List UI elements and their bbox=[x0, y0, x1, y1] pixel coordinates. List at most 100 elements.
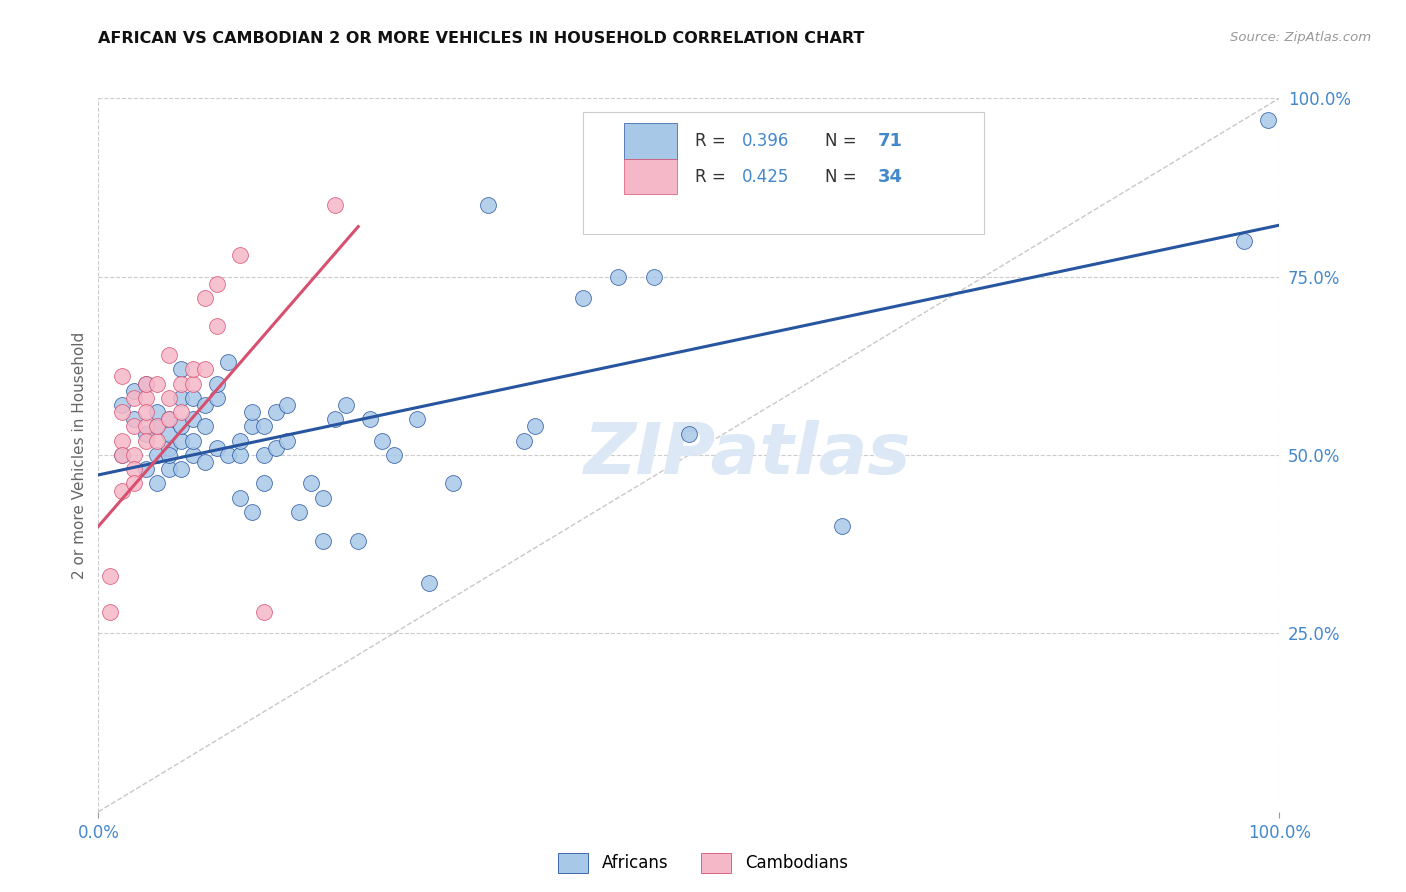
Point bbox=[240, 419, 263, 434]
Point bbox=[1233, 234, 1256, 248]
Point bbox=[181, 412, 204, 426]
Point bbox=[229, 434, 252, 448]
Point bbox=[170, 434, 193, 448]
Point bbox=[312, 491, 335, 505]
Point bbox=[111, 434, 134, 448]
Point bbox=[135, 419, 157, 434]
Point bbox=[323, 412, 346, 426]
Point bbox=[205, 376, 228, 391]
Point bbox=[157, 441, 180, 455]
Legend: Africans, Cambodians: Africans, Cambodians bbox=[551, 847, 855, 880]
Text: 34: 34 bbox=[877, 168, 903, 186]
Point bbox=[170, 376, 193, 391]
Point bbox=[135, 426, 157, 441]
Point bbox=[406, 412, 429, 426]
Point bbox=[441, 476, 464, 491]
Point bbox=[264, 405, 287, 419]
Point bbox=[194, 398, 217, 412]
Point bbox=[229, 248, 252, 262]
Text: R =: R = bbox=[695, 168, 731, 186]
Point bbox=[170, 419, 193, 434]
Point bbox=[135, 391, 157, 405]
Point bbox=[359, 412, 381, 426]
Point bbox=[253, 448, 276, 462]
Point bbox=[181, 434, 204, 448]
Point bbox=[240, 505, 263, 519]
Point bbox=[217, 355, 239, 369]
Y-axis label: 2 or more Vehicles in Household: 2 or more Vehicles in Household bbox=[72, 331, 87, 579]
Point bbox=[831, 519, 853, 533]
Point bbox=[607, 269, 630, 284]
Point bbox=[347, 533, 370, 548]
Point bbox=[194, 362, 217, 376]
Point bbox=[205, 441, 228, 455]
Point bbox=[122, 391, 145, 405]
Point bbox=[253, 605, 276, 619]
Point bbox=[157, 391, 180, 405]
Point bbox=[264, 441, 287, 455]
Text: 0.396: 0.396 bbox=[742, 132, 789, 150]
Text: ZIPatlas: ZIPatlas bbox=[585, 420, 911, 490]
Point bbox=[229, 491, 252, 505]
Point bbox=[111, 448, 134, 462]
Point bbox=[111, 369, 134, 384]
Point bbox=[135, 434, 157, 448]
Point bbox=[194, 455, 217, 469]
FancyBboxPatch shape bbox=[624, 159, 678, 194]
Point bbox=[181, 391, 204, 405]
Point bbox=[122, 476, 145, 491]
Point bbox=[170, 405, 193, 419]
Point bbox=[253, 419, 276, 434]
Point bbox=[146, 376, 169, 391]
Point bbox=[371, 434, 394, 448]
Text: R =: R = bbox=[695, 132, 731, 150]
Point bbox=[276, 434, 298, 448]
Point bbox=[205, 391, 228, 405]
Point bbox=[157, 448, 180, 462]
Point bbox=[122, 384, 145, 398]
Point bbox=[157, 426, 180, 441]
Point bbox=[170, 391, 193, 405]
Point bbox=[205, 319, 228, 334]
Point bbox=[217, 448, 239, 462]
Point bbox=[571, 291, 593, 305]
Point bbox=[335, 398, 357, 412]
FancyBboxPatch shape bbox=[624, 123, 678, 159]
Point bbox=[678, 426, 700, 441]
Point bbox=[146, 405, 169, 419]
Point bbox=[382, 448, 405, 462]
Point bbox=[157, 462, 180, 476]
Point bbox=[205, 277, 228, 291]
Point bbox=[170, 462, 193, 476]
Text: N =: N = bbox=[825, 132, 862, 150]
Point bbox=[111, 483, 134, 498]
Text: 0.425: 0.425 bbox=[742, 168, 789, 186]
Point bbox=[98, 569, 121, 583]
Point bbox=[146, 434, 169, 448]
Point bbox=[181, 376, 204, 391]
Point bbox=[323, 198, 346, 212]
Point bbox=[135, 376, 157, 391]
FancyBboxPatch shape bbox=[582, 112, 984, 234]
Point bbox=[312, 533, 335, 548]
Point bbox=[135, 376, 157, 391]
Point bbox=[157, 348, 180, 362]
Point bbox=[253, 476, 276, 491]
Point bbox=[524, 419, 547, 434]
Point bbox=[170, 362, 193, 376]
Point bbox=[146, 419, 169, 434]
Point bbox=[135, 462, 157, 476]
Point bbox=[181, 448, 204, 462]
Point bbox=[229, 448, 252, 462]
Point bbox=[98, 605, 121, 619]
Point bbox=[122, 448, 145, 462]
Point bbox=[477, 198, 499, 212]
Point bbox=[122, 419, 145, 434]
Point bbox=[299, 476, 322, 491]
Point bbox=[146, 448, 169, 462]
Point bbox=[643, 269, 665, 284]
Point bbox=[135, 405, 157, 419]
Point bbox=[938, 112, 960, 127]
Text: Source: ZipAtlas.com: Source: ZipAtlas.com bbox=[1230, 31, 1371, 45]
Point bbox=[276, 398, 298, 412]
